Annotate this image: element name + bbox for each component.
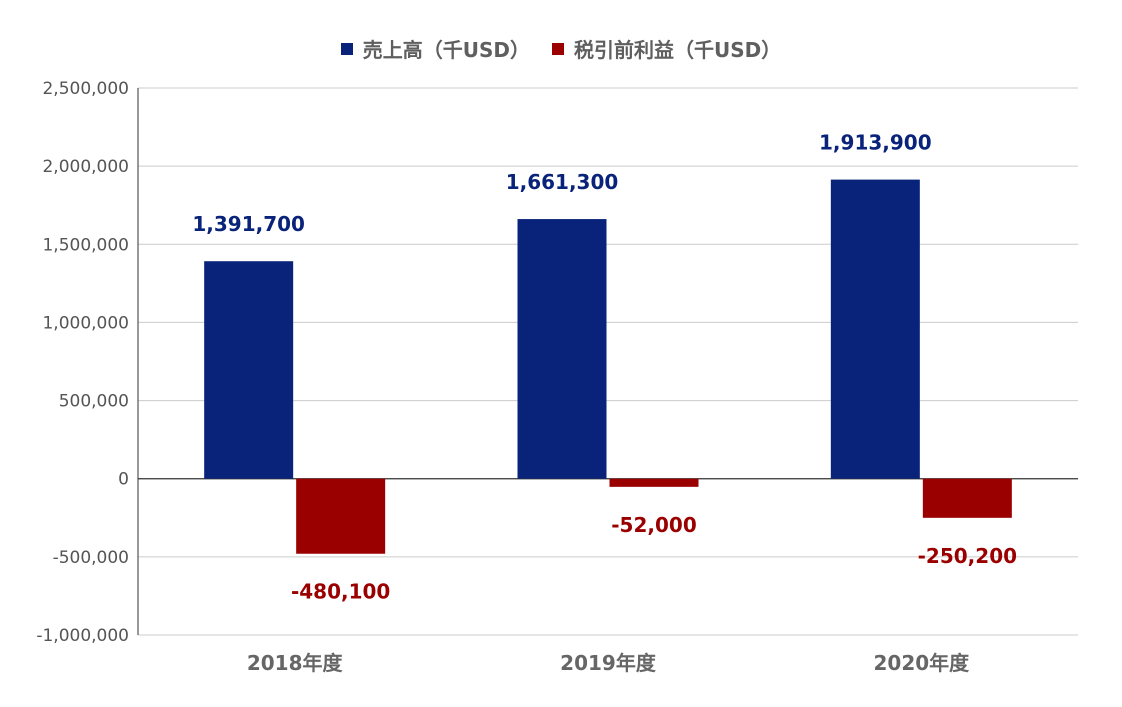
data-label-pretax: -250,200 <box>918 544 1017 568</box>
y-tick-label: 1,500,000 <box>42 235 129 255</box>
y-tick-label: -500,000 <box>53 548 129 568</box>
legend-item-pretax: 税引前利益（千USD） <box>552 34 781 63</box>
y-tick-label: -1,000,000 <box>36 626 129 646</box>
bar-sales <box>830 179 920 479</box>
x-tick-label: 2020年度 <box>873 651 970 675</box>
legend-label-sales: 売上高（千USD） <box>362 38 530 62</box>
data-label-sales: 1,391,700 <box>192 212 305 236</box>
x-tick-label: 2019年度 <box>560 651 657 675</box>
legend-swatch-sales <box>340 42 353 55</box>
legend-item-sales: 売上高（千USD） <box>340 34 530 63</box>
legend-swatch-pretax <box>552 42 564 55</box>
bar-pretax <box>296 478 386 554</box>
data-label-pretax: -480,100 <box>291 580 390 604</box>
y-tick-label: 0 <box>118 470 129 490</box>
legend: 売上高（千USD） 税引前利益（千USD） <box>0 34 1122 63</box>
bar-sales <box>204 261 294 479</box>
y-tick-label: 2,500,000 <box>42 79 129 99</box>
data-label-pretax: -52,000 <box>611 513 696 537</box>
legend-label-pretax: 税引前利益（千USD） <box>574 38 782 62</box>
bar-pretax <box>922 478 1012 518</box>
data-label-sales: 1,661,300 <box>506 170 619 194</box>
bar-pretax <box>609 478 699 487</box>
y-tick-label: 1,000,000 <box>42 313 129 333</box>
x-tick-label: 2018年度 <box>247 651 344 675</box>
y-tick-label: 2,000,000 <box>42 157 129 177</box>
y-tick-label: 500,000 <box>59 392 129 412</box>
data-label-sales: 1,913,900 <box>819 131 932 155</box>
bar-sales <box>517 219 607 479</box>
